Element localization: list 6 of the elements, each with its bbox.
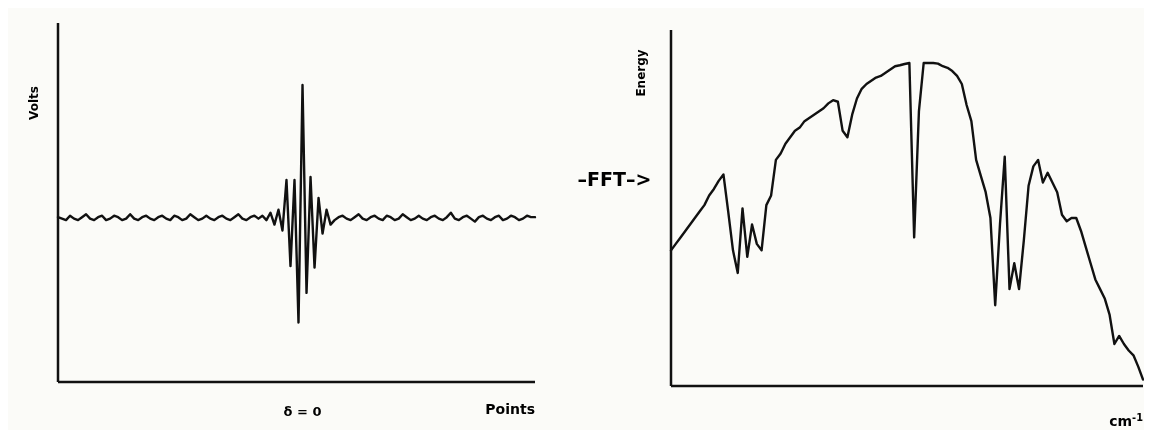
y-axis-title: Energy: [634, 49, 648, 97]
x-axis-title: Points: [485, 401, 535, 417]
text: –FFT–>: [577, 168, 652, 190]
x-axis-title: cm$^{-1}$: [1109, 411, 1144, 429]
text: δ = 0: [283, 404, 322, 419]
y-axis-title: Volts: [27, 86, 41, 120]
